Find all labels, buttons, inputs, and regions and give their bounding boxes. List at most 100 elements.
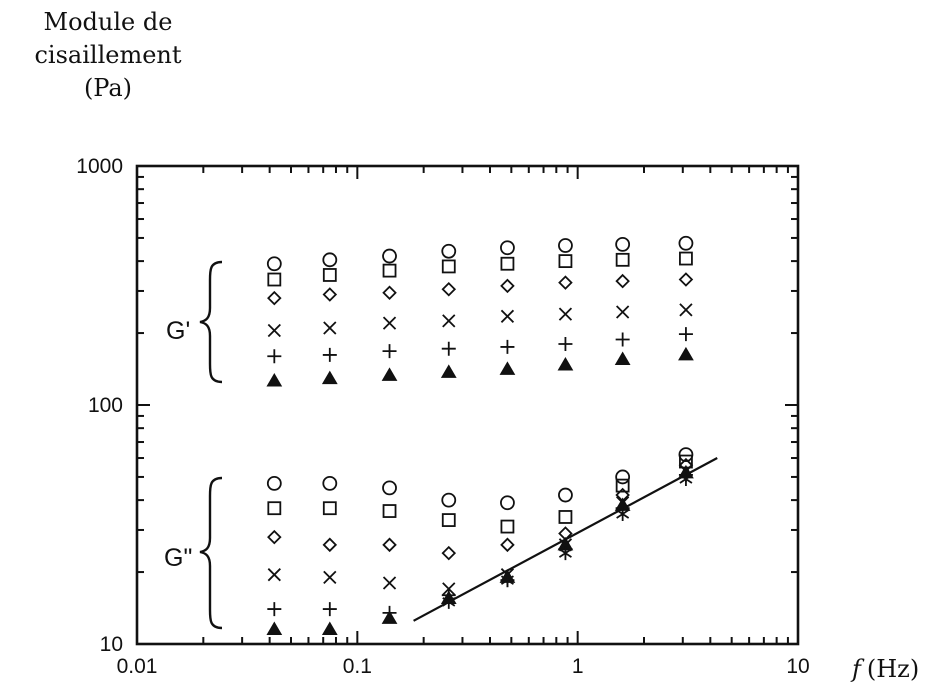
- g-prime-point-diamond: [558, 275, 573, 290]
- g-prime-point-square: [500, 256, 515, 271]
- y-axis-label-line-1: Module de: [43, 8, 173, 36]
- g-double-prime-point-asterisk: [500, 573, 514, 588]
- g-double-prime-brace: [199, 476, 223, 630]
- g-double-prime-point-triangle-filled: [321, 621, 338, 635]
- g-double-prime-point-square: [558, 510, 573, 524]
- y-tick-label: 1000: [76, 155, 123, 178]
- g-double-prime-point-triangle-filled: [381, 610, 398, 624]
- g-double-prime-point-circle: [266, 475, 282, 491]
- axis-tick-labels: 0.01 0.1 1 10 10 100 1000: [76, 155, 809, 678]
- g-prime-point-triangle-filled: [557, 357, 574, 371]
- g-prime-point-triangle-filled: [266, 373, 283, 387]
- plot-area-border: [135, 164, 800, 646]
- g-prime-point-plus: [382, 344, 397, 359]
- g-double-prime-point-circle: [678, 447, 694, 463]
- g-prime-point-x: [616, 305, 630, 319]
- g-double-prime-point-diamond: [500, 537, 515, 553]
- x-tick-label: 0.01: [117, 655, 158, 678]
- g-prime-point-plus: [500, 339, 515, 354]
- y-axis-label-line-2: cisaillement: [34, 41, 182, 69]
- g-double-prime-point-circle: [558, 487, 573, 503]
- g-double-prime-point-plus: [267, 602, 282, 617]
- g-prime-point-diamond: [500, 278, 515, 294]
- x-axis-label: f (Hz): [850, 655, 919, 683]
- g-prime-point-diamond: [441, 281, 457, 297]
- g-prime-point-plus: [441, 341, 456, 356]
- g-prime-point-triangle-filled: [614, 351, 631, 366]
- g-prime-point-x: [558, 307, 573, 321]
- g-prime-point-x: [382, 316, 397, 330]
- g-double-prime-point-square: [267, 501, 282, 516]
- g-prime-point-diamond: [615, 273, 630, 289]
- g-prime-point-x: [267, 323, 281, 338]
- g-prime-point-square: [267, 272, 282, 287]
- g-prime-point-square: [322, 268, 337, 282]
- g-double-prime-point-diamond: [322, 537, 338, 553]
- g-prime-point-plus: [322, 347, 337, 362]
- g-prime-point-circle: [558, 238, 573, 253]
- g-prime-point-square: [558, 254, 573, 269]
- g-double-prime-point-square: [441, 513, 456, 527]
- y-axis-label: Module de cisaillement (Pa): [28, 6, 188, 105]
- g-prime-brace: [199, 260, 223, 384]
- g-double-prime-point-asterisk: [442, 594, 456, 609]
- g-double-prime-point-circle: [322, 475, 338, 491]
- x-axis-label-var: f: [850, 655, 865, 683]
- g-double-prime-point-x: [382, 576, 397, 590]
- g-double-prime-point-circle: [441, 492, 457, 508]
- g-double-prime-point-x: [267, 568, 281, 582]
- g-double-prime-point-diamond: [267, 529, 282, 545]
- g-prime-point-x: [679, 303, 693, 317]
- x-axis-label-unit: (Hz): [867, 655, 919, 683]
- g-double-prime-point-asterisk: [616, 506, 630, 521]
- g-double-prime-point-diamond: [382, 537, 397, 553]
- g-prime-point-diamond: [382, 285, 397, 300]
- g-prime-point-circle: [678, 235, 694, 251]
- g-prime-label: G': [166, 317, 190, 345]
- g-double-prime-point-asterisk: [679, 472, 693, 487]
- g-prime-point-circle: [322, 252, 338, 268]
- g-double-prime-point-square: [322, 501, 337, 516]
- g-double-prime-point-square: [500, 519, 515, 534]
- g-double-prime-point-circle: [615, 469, 631, 485]
- plot-frame: [135, 164, 800, 646]
- g-prime-point-square: [679, 251, 693, 266]
- g-prime-point-plus: [678, 327, 693, 342]
- g-prime-point-triangle-filled: [499, 361, 516, 375]
- g-prime-point-triangle-filled: [381, 367, 398, 381]
- g-double-prime-label: G": [164, 544, 192, 572]
- group-labels: G' G": [164, 260, 223, 630]
- g-prime-point-circle: [441, 243, 457, 259]
- y-axis-label-line-3: (Pa): [83, 74, 133, 102]
- g-prime-point-triangle-filled: [321, 370, 338, 385]
- x-tick-label: 1: [572, 655, 584, 678]
- g-prime-point-circle: [266, 256, 282, 272]
- g-prime-point-plus: [267, 349, 282, 364]
- g-double-prime-point-square: [382, 504, 397, 518]
- g-double-prime-point-diamond: [441, 545, 457, 561]
- g-prime-point-x: [442, 314, 456, 328]
- x-tick-label: 0.1: [343, 655, 372, 678]
- g-prime-point-diamond: [678, 272, 694, 287]
- g-double-prime-point-circle: [500, 495, 515, 511]
- g-prime-point-circle: [615, 236, 631, 252]
- g-double-prime-point-asterisk: [558, 546, 572, 561]
- g-double-prime-point-square: [615, 478, 630, 493]
- g-prime-point-x: [323, 321, 337, 335]
- y-tick-label: 100: [88, 394, 123, 417]
- g-double-prime-point-triangle-filled: [266, 621, 283, 635]
- g-double-prime-point-circle: [382, 480, 397, 496]
- g-prime-point-triangle-filled: [440, 364, 457, 378]
- x-tick-label: 10: [786, 655, 809, 678]
- g-double-prime-point-x: [323, 570, 337, 585]
- y-tick-label: 10: [100, 633, 123, 656]
- g-prime-point-square: [382, 263, 397, 278]
- g-prime-point-square: [441, 259, 456, 274]
- g-double-prime-point-plus: [322, 602, 337, 617]
- g-prime-point-circle: [500, 240, 515, 256]
- g-prime-point-square: [615, 252, 630, 267]
- g-prime-point-plus: [615, 332, 630, 347]
- g-prime-point-triangle-filled: [678, 346, 694, 361]
- g-prime-point-x: [500, 309, 515, 323]
